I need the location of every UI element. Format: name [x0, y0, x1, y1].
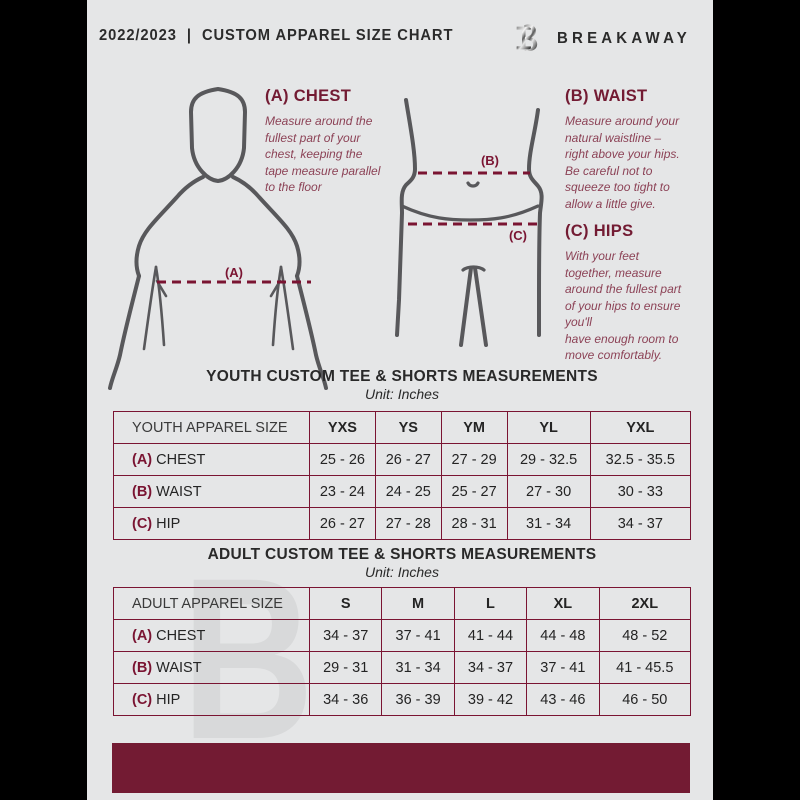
- svg-text:(B): (B): [481, 153, 499, 168]
- svg-text:(C): (C): [509, 228, 527, 243]
- svg-text:(A): (A): [225, 265, 243, 280]
